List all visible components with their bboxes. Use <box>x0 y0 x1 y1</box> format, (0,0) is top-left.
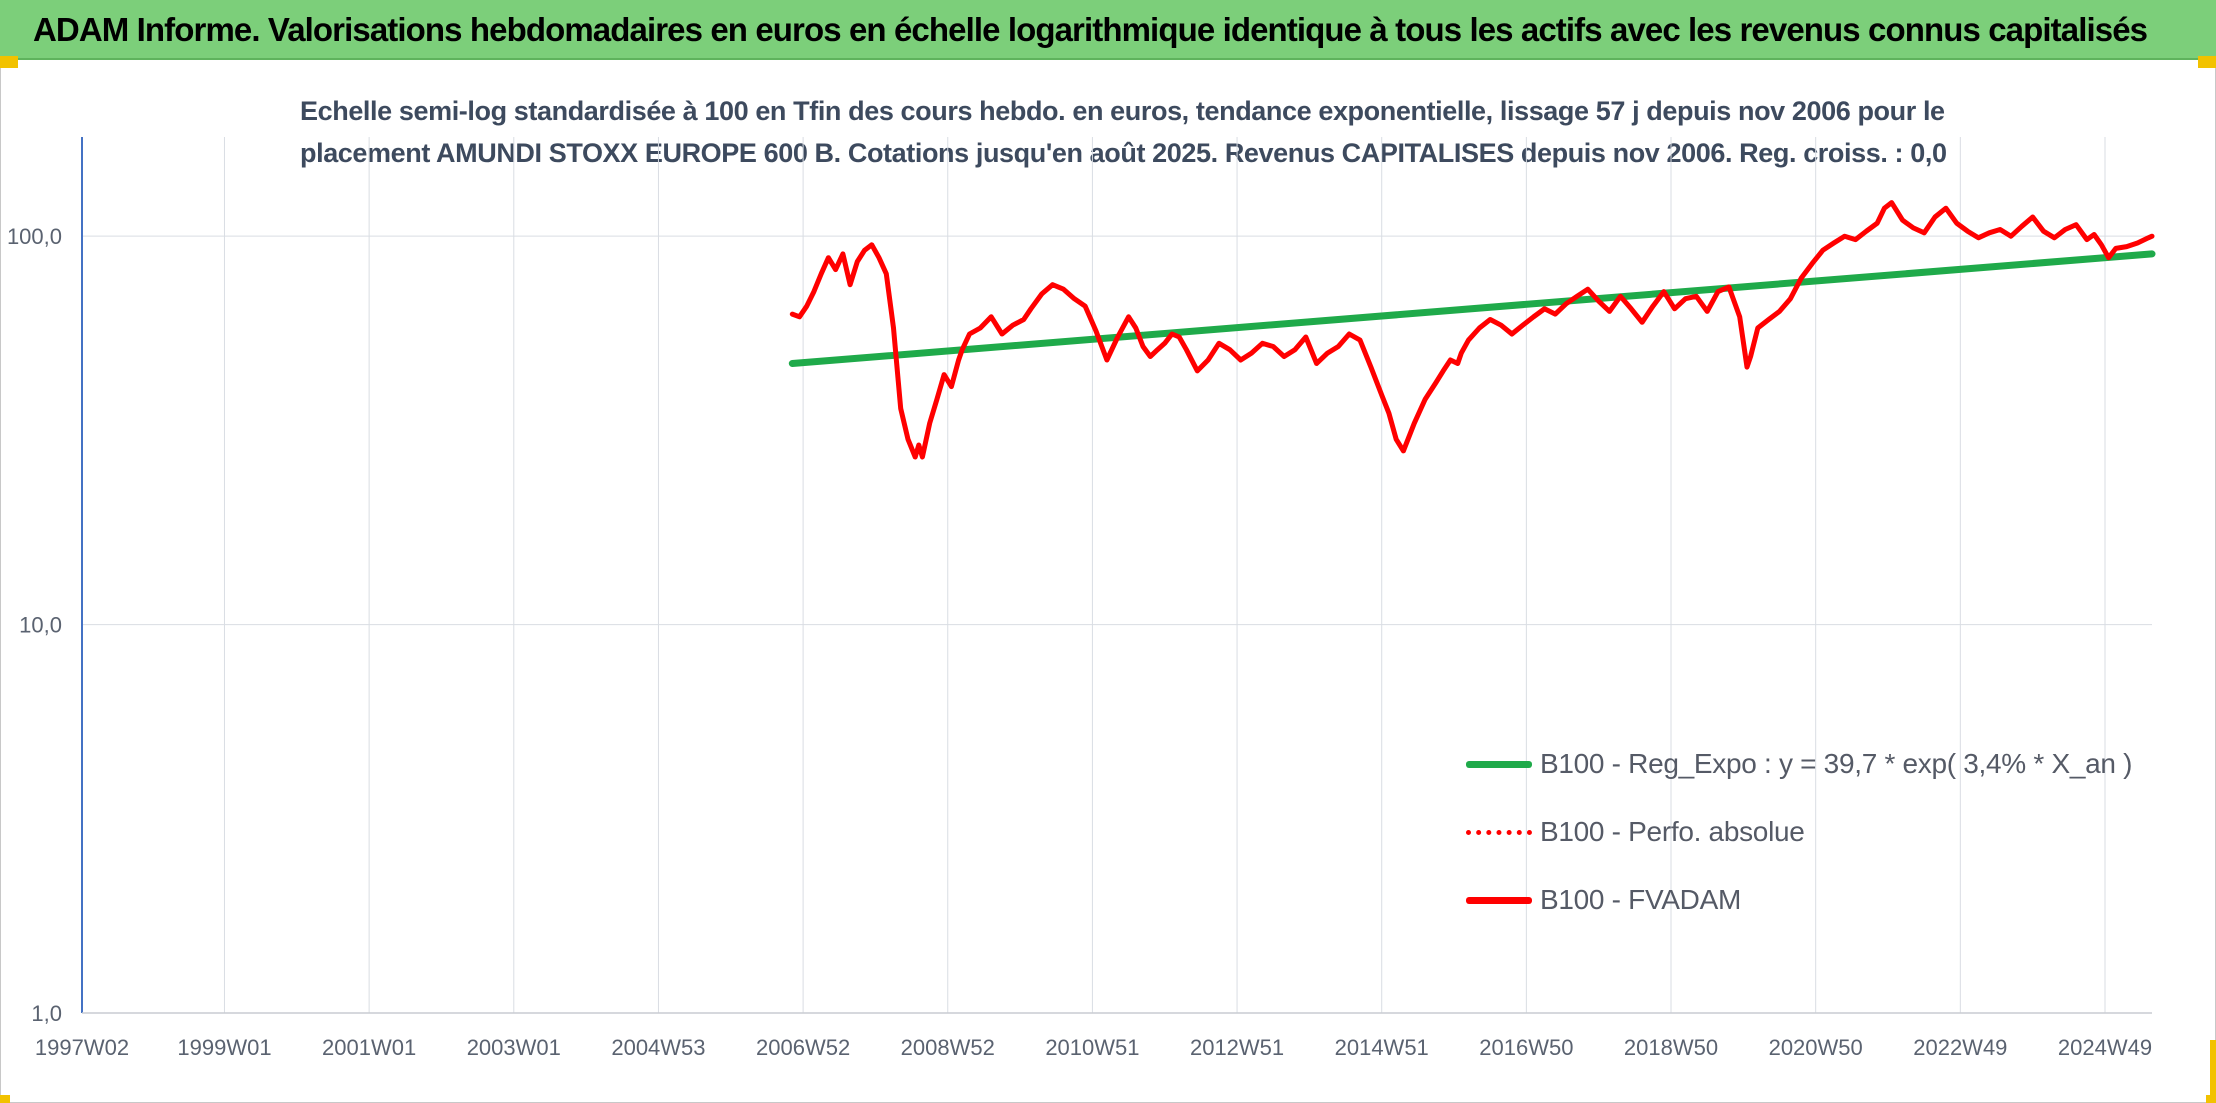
legend-swatch-green-solid <box>1466 760 1532 768</box>
corner-marker <box>0 1095 10 1103</box>
corner-marker <box>2198 56 2216 68</box>
corner-marker <box>0 56 18 68</box>
chart-title-line-1: Echelle semi-log standardisée à 100 en T… <box>300 96 1945 126</box>
x-tick-label: 2012W51 <box>1190 1035 1284 1060</box>
legend-label-regression: B100 - Reg_Expo : y = 39,7 * exp( 3,4% *… <box>1540 748 2133 779</box>
x-tick-label: 2004W53 <box>611 1035 705 1060</box>
x-tick-label: 2008W52 <box>901 1035 995 1060</box>
legend-label-fvadam: B100 - FVADAM <box>1540 884 1741 915</box>
x-tick-label: 2018W50 <box>1624 1035 1718 1060</box>
y-tick-label: 1,0 <box>31 1001 62 1026</box>
x-tick-label: 2024W49 <box>2058 1035 2152 1060</box>
corner-marker <box>2206 1095 2216 1103</box>
chart-title: Echelle semi-log standardisée à 100 en T… <box>300 90 1947 174</box>
x-tick-label: 2001W01 <box>322 1035 416 1060</box>
y-tick-label: 100,0 <box>7 224 62 249</box>
regression-trend-line <box>788 250 2156 367</box>
x-tick-label: 2014W51 <box>1335 1035 1429 1060</box>
x-tick-label: 2016W50 <box>1479 1035 1573 1060</box>
legend-item-perfo: B100 - Perfo. absolue <box>1466 798 2166 866</box>
x-tick-label: 2006W52 <box>756 1035 850 1060</box>
report-header: ADAM Informe. Valorisations hebdomadaire… <box>0 0 2216 60</box>
x-tick-label: 2020W50 <box>1769 1035 1863 1060</box>
x-tick-label: 2022W49 <box>1913 1035 2007 1060</box>
x-tick-label: 2010W51 <box>1045 1035 1139 1060</box>
y-tick-label: 10,0 <box>19 613 62 638</box>
report-title: ADAM Informe. Valorisations hebdomadaire… <box>33 11 2148 48</box>
x-tick-label: 2003W01 <box>467 1035 561 1060</box>
legend-item-fvadam: B100 - FVADAM <box>1466 866 2166 934</box>
legend-label-perfo: B100 - Perfo. absolue <box>1540 816 1805 847</box>
chart-legend: B100 - Reg_Expo : y = 39,7 * exp( 3,4% *… <box>1466 730 2166 934</box>
chart-title-line-2: placement AMUNDI STOXX EUROPE 600 B. Cot… <box>300 138 1947 168</box>
x-tick-label: 1999W01 <box>177 1035 271 1060</box>
fvadam-line <box>789 200 2155 460</box>
legend-item-regression: B100 - Reg_Expo : y = 39,7 * exp( 3,4% *… <box>1466 730 2166 798</box>
legend-swatch-red-dotted <box>1466 829 1532 835</box>
x-tick-label: 1997W02 <box>35 1035 129 1060</box>
side-marker <box>2210 1040 2216 1100</box>
legend-swatch-red-solid <box>1466 896 1532 904</box>
